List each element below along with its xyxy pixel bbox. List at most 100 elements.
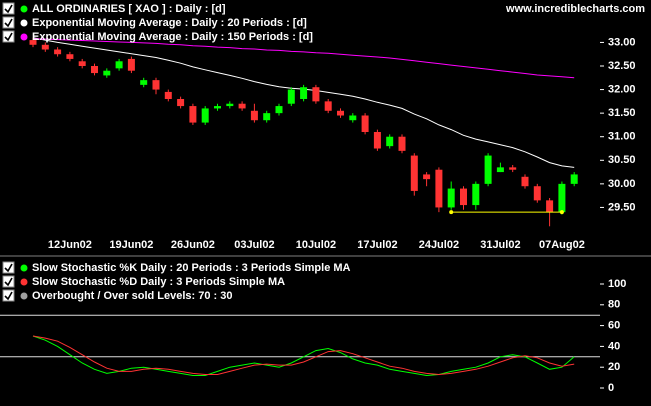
checkbox (2, 261, 15, 274)
candle-body (226, 103, 234, 107)
legend-dot (20, 264, 28, 272)
candle-body (78, 61, 86, 66)
site-url: www.incrediblecharts.com (505, 3, 645, 15)
candle-body (410, 155, 418, 191)
candle-body (558, 183, 566, 213)
x-tick-label: 17Jul02 (357, 239, 397, 251)
legend-dot (20, 5, 28, 13)
legend-label: ALL ORDINARIES [ XAO ] : Daily : [d] (32, 3, 226, 15)
x-tick-label: 19Jun02 (109, 239, 153, 251)
candle-body (546, 200, 554, 213)
candle-body (460, 188, 467, 206)
candle-body (54, 49, 62, 55)
candle-body (509, 167, 517, 170)
y-tick-label: 33.00 (608, 36, 636, 48)
candle-body (398, 136, 406, 151)
candle-body (127, 58, 135, 71)
candle-body (435, 169, 443, 208)
legend-label: Slow Stochastic %K Daily : 20 Periods : … (32, 262, 351, 274)
stochastic-line (32, 335, 575, 376)
candle-body (140, 80, 148, 85)
legend-label: Overbought / Over sold Levels: 70 : 30 (32, 290, 233, 302)
candle-body (521, 176, 529, 187)
x-tick-label: 03Jul02 (234, 239, 274, 251)
candle-body (373, 132, 381, 149)
candle-body (496, 167, 504, 173)
checkmark (4, 4, 13, 14)
y-tick-label: 30.00 (608, 178, 636, 190)
x-tick-label: 31Jul02 (480, 239, 520, 251)
candle-body (29, 40, 37, 45)
candle-body (484, 155, 492, 184)
x-tick-label: 26Jun02 (171, 239, 215, 251)
checkmark (4, 18, 13, 28)
y-tick-label: 29.50 (608, 201, 636, 213)
legend-label: Slow Stochastic %D Daily : 3 Periods Sim… (32, 276, 285, 288)
candle-body (287, 89, 295, 104)
x-tick-label: 07Aug02 (539, 239, 585, 251)
candle-body (238, 103, 246, 109)
checkbox (2, 275, 15, 288)
candle-body (300, 87, 308, 99)
candle-body (41, 44, 49, 50)
legend-label: Exponential Moving Average : Daily : 150… (32, 31, 313, 43)
checkbox (2, 30, 15, 43)
y-tick-label: 20 (608, 361, 620, 373)
checkbox (2, 289, 15, 302)
legend-dot (20, 19, 28, 27)
legend-dot (20, 33, 28, 41)
candle-body (423, 174, 431, 180)
legend-label: Exponential Moving Average : Daily : 20 … (32, 17, 307, 29)
checkmark (4, 32, 13, 42)
candle-body (66, 54, 74, 59)
y-tick-label: 31.00 (608, 131, 636, 143)
checkmark (4, 263, 13, 273)
y-tick-label: 31.50 (608, 107, 636, 119)
checkbox (2, 16, 15, 29)
candle-body (361, 115, 369, 132)
support-end (559, 210, 564, 215)
y-tick-label: 40 (608, 340, 620, 352)
candle-body (103, 70, 111, 76)
y-tick-label: 30.50 (608, 154, 636, 166)
candle-body (115, 61, 123, 69)
candle-body (91, 66, 98, 74)
candle-body (275, 106, 283, 114)
legend-dot (20, 278, 28, 286)
candle-body (152, 80, 160, 90)
y-tick-label: 80 (608, 299, 620, 311)
candle-body (250, 110, 258, 121)
candle-body (533, 186, 541, 201)
y-tick-label: 32.50 (608, 60, 636, 72)
support-end (449, 210, 454, 215)
candle-body (447, 188, 455, 208)
candle-body (349, 115, 357, 121)
checkmark (4, 291, 13, 301)
candle-body (472, 183, 480, 206)
y-tick-label: 100 (608, 278, 626, 290)
candle-body (201, 108, 209, 123)
candle-body (214, 106, 221, 109)
checkbox (2, 2, 15, 15)
candle-body (386, 136, 394, 147)
candle-body (312, 87, 320, 102)
y-tick-label: 32.00 (608, 83, 636, 95)
candle-body (337, 110, 344, 116)
candle-body (189, 106, 197, 123)
checkmark (4, 277, 13, 287)
x-tick-label: 10Jul02 (296, 239, 336, 251)
x-tick-label: 24Jul02 (419, 239, 459, 251)
stochastic-line (32, 335, 575, 377)
legend-dot (20, 292, 28, 300)
moving-average-line (32, 37, 575, 168)
candle-body (177, 99, 185, 107)
y-tick-label: 0 (608, 382, 614, 394)
candle-body (263, 113, 271, 121)
candle-body (324, 101, 332, 111)
candle-body (164, 91, 172, 99)
moving-average-line (32, 38, 575, 79)
x-tick-label: 12Jun02 (48, 239, 92, 251)
y-tick-label: 60 (608, 320, 620, 332)
candle-body (570, 174, 578, 184)
